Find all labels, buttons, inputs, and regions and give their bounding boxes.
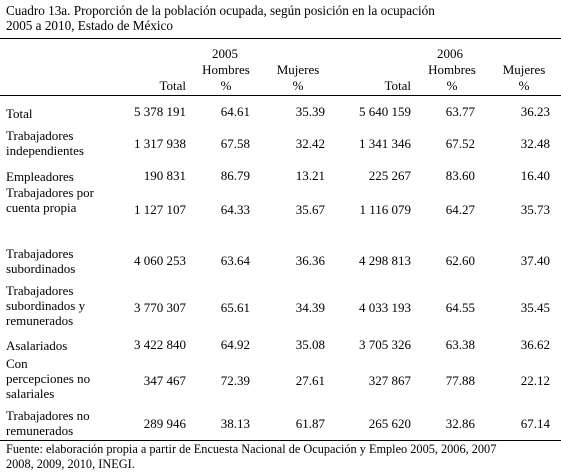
hombres-2005-cell: 64.92 [220,337,250,352]
mujeres-2006-cell: 35.73 [520,202,550,217]
total-2006-cell: 1 341 346 [359,136,411,151]
hombres-2005-cell: 38.13 [220,416,250,431]
source-line-1: Fuente: elaboración propia a partir de E… [6,442,497,456]
hombres-2005-cell: 64.61 [220,104,250,119]
mujeres-2006-cell: 67.14 [520,416,550,431]
mujeres-2006-cell: 37.40 [520,253,550,268]
row-label: Con percepciones no salariales [6,356,91,401]
total-2005-header: Total [159,78,186,93]
mujeres-2005-cell: 13.21 [295,168,325,183]
mujeres-2005-cell: 36.36 [295,253,325,268]
title-line-1: Cuadro 13a. Proporción de la población o… [6,3,435,18]
hombres-2006-cell: 64.27 [445,202,475,217]
row-label: Asalariados [6,338,68,353]
mujeres-2006-cell: 32.48 [520,136,550,151]
hombres-2006-cell: 83.60 [445,168,475,183]
mujeres-2005-cell: 35.08 [295,337,325,352]
mujeres-2006-cell: 36.23 [520,104,550,119]
total-2006-cell: 4 298 813 [359,253,411,268]
total-2006-cell: 3 705 326 [359,337,411,352]
mujeres-2005-pct: % [292,78,304,93]
total-2005-cell: 1 317 938 [134,136,186,151]
row-label: Trabajadores subordinados [6,246,76,276]
mujeres-2005-header: Mujeres [276,62,320,77]
total-2006-cell: 4 033 193 [359,300,411,315]
row-label: Trabajadores no remunerados [6,408,90,438]
hombres-2006-header: Hombres [428,62,476,77]
hombres-2006-cell: 67.52 [445,136,475,151]
hombres-2005-cell: 63.64 [220,253,250,268]
total-2005-cell: 3 422 840 [134,337,186,352]
mujeres-2005-cell: 35.39 [295,104,325,119]
total-2006-cell: 225 267 [368,168,411,183]
hombres-2005-cell: 72.39 [220,373,250,388]
total-2005-cell: 3 770 307 [134,300,186,315]
row-label: Trabajadores por cuenta propia [6,185,94,215]
mujeres-2005-cell: 32.42 [295,136,325,151]
source-line-2: 2008, 2009, 2010, INEGI. [6,457,135,471]
title-line-2: 2005 a 2010, Estado de México [6,18,174,33]
total-2006-header: Total [384,78,411,93]
hombres-2005-cell: 67.58 [220,136,250,151]
hombres-2006-cell: 62.60 [445,253,475,268]
mujeres-2005-cell: 35.67 [295,202,325,217]
source-note: Fuente: elaboración propia a partir de E… [6,442,558,472]
mujeres-2006-header: Mujeres [502,62,546,77]
hombres-2006-cell: 63.38 [445,337,475,352]
hombres-2005-cell: 86.79 [220,168,250,183]
total-2006-cell: 265 620 [368,416,411,431]
header-rule [0,95,561,96]
hombres-2006-cell: 64.55 [445,300,475,315]
row-label: Trabajadores independientes [6,128,84,158]
hombres-2006-pct: % [446,78,458,93]
total-2006-cell: 327 867 [368,373,411,388]
total-2005-cell: 1 127 107 [134,202,186,217]
hombres-2005-header: Hombres [202,62,250,77]
mujeres-2006-pct: % [518,78,530,93]
total-2005-cell: 190 831 [143,168,186,183]
hombres-2006-cell: 63.77 [445,104,475,119]
mujeres-2005-cell: 34.39 [295,300,325,315]
hombres-2006-cell: 32.86 [445,416,475,431]
hombres-2005-cell: 65.61 [220,300,250,315]
year-2005-header: 2005 [212,46,238,61]
row-label: Trabajadores subordinados y remunerados [6,283,86,328]
bottom-rule [0,440,561,441]
hombres-2006-cell: 77.88 [445,373,475,388]
total-2005-cell: 4 060 253 [134,253,186,268]
mujeres-2006-cell: 16.40 [520,168,550,183]
hombres-2005-cell: 64.33 [220,202,250,217]
mujeres-2006-cell: 22.12 [520,373,550,388]
mujeres-2006-cell: 35.45 [520,300,550,315]
mujeres-2006-cell: 36.62 [520,337,550,352]
total-2005-cell: 5 378 191 [134,104,186,119]
mujeres-2005-cell: 61.87 [295,416,325,431]
top-rule [0,38,561,39]
total-2005-cell: 347 467 [143,373,186,388]
total-2005-cell: 289 946 [143,416,186,431]
row-label: Empleadores [6,169,74,184]
mujeres-2005-cell: 27.61 [295,373,325,388]
row-label: Total [6,106,33,121]
total-2006-cell: 1 116 079 [359,202,411,217]
year-2006-header: 2006 [437,46,463,61]
hombres-2005-pct: % [220,78,232,93]
total-2006-cell: 5 640 159 [359,104,411,119]
table-title: Cuadro 13a. Proporción de la población o… [6,3,558,33]
